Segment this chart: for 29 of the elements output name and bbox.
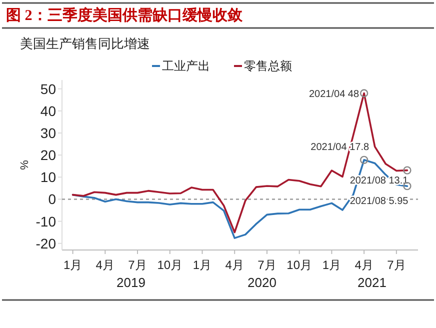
text: 2019 (116, 275, 146, 290)
y-axis-title: % (19, 160, 31, 170)
x-tick-label: 7月 (387, 258, 406, 272)
legend-label: 零售总额 (244, 59, 292, 73)
legend-label: 工业产出 (162, 59, 210, 73)
x-tick-label: 1月 (322, 258, 342, 272)
y-tick-label: -20 (36, 235, 56, 252)
chart-subtitle: 美国生产销售同比增速 (20, 36, 150, 51)
y-tick-label: -10 (36, 213, 56, 230)
x-tick-label: 1月 (192, 258, 212, 272)
y-tick-label: 20 (40, 147, 56, 164)
annotation: 2021/04 48 (309, 89, 360, 100)
y-tick-label: 10 (40, 169, 56, 186)
y-tick-label: 30 (40, 124, 56, 141)
x-tick-label: 10月 (286, 258, 312, 272)
x-tick-label: 7月 (128, 258, 147, 272)
text: 2020 (248, 275, 276, 290)
x-tick-label: 1月 (63, 258, 82, 272)
x-tick-label: 4月 (225, 258, 244, 272)
x-tick-label: 7月 (258, 258, 276, 272)
y-tick-label: 0 (48, 191, 56, 208)
y-tick-label: 40 (40, 102, 56, 119)
chart-title: 图 2：三季度美国供需缺口缓慢收敛 (6, 6, 244, 24)
text: 2021 (358, 275, 386, 290)
x-tick-label: 4月 (96, 258, 114, 272)
x-tick-label: 4月 (354, 258, 374, 272)
y-tick-label: 50 (40, 80, 56, 97)
annotation: 2021/08 5.95 (350, 196, 409, 208)
x-tick-label: 10月 (157, 258, 183, 272)
